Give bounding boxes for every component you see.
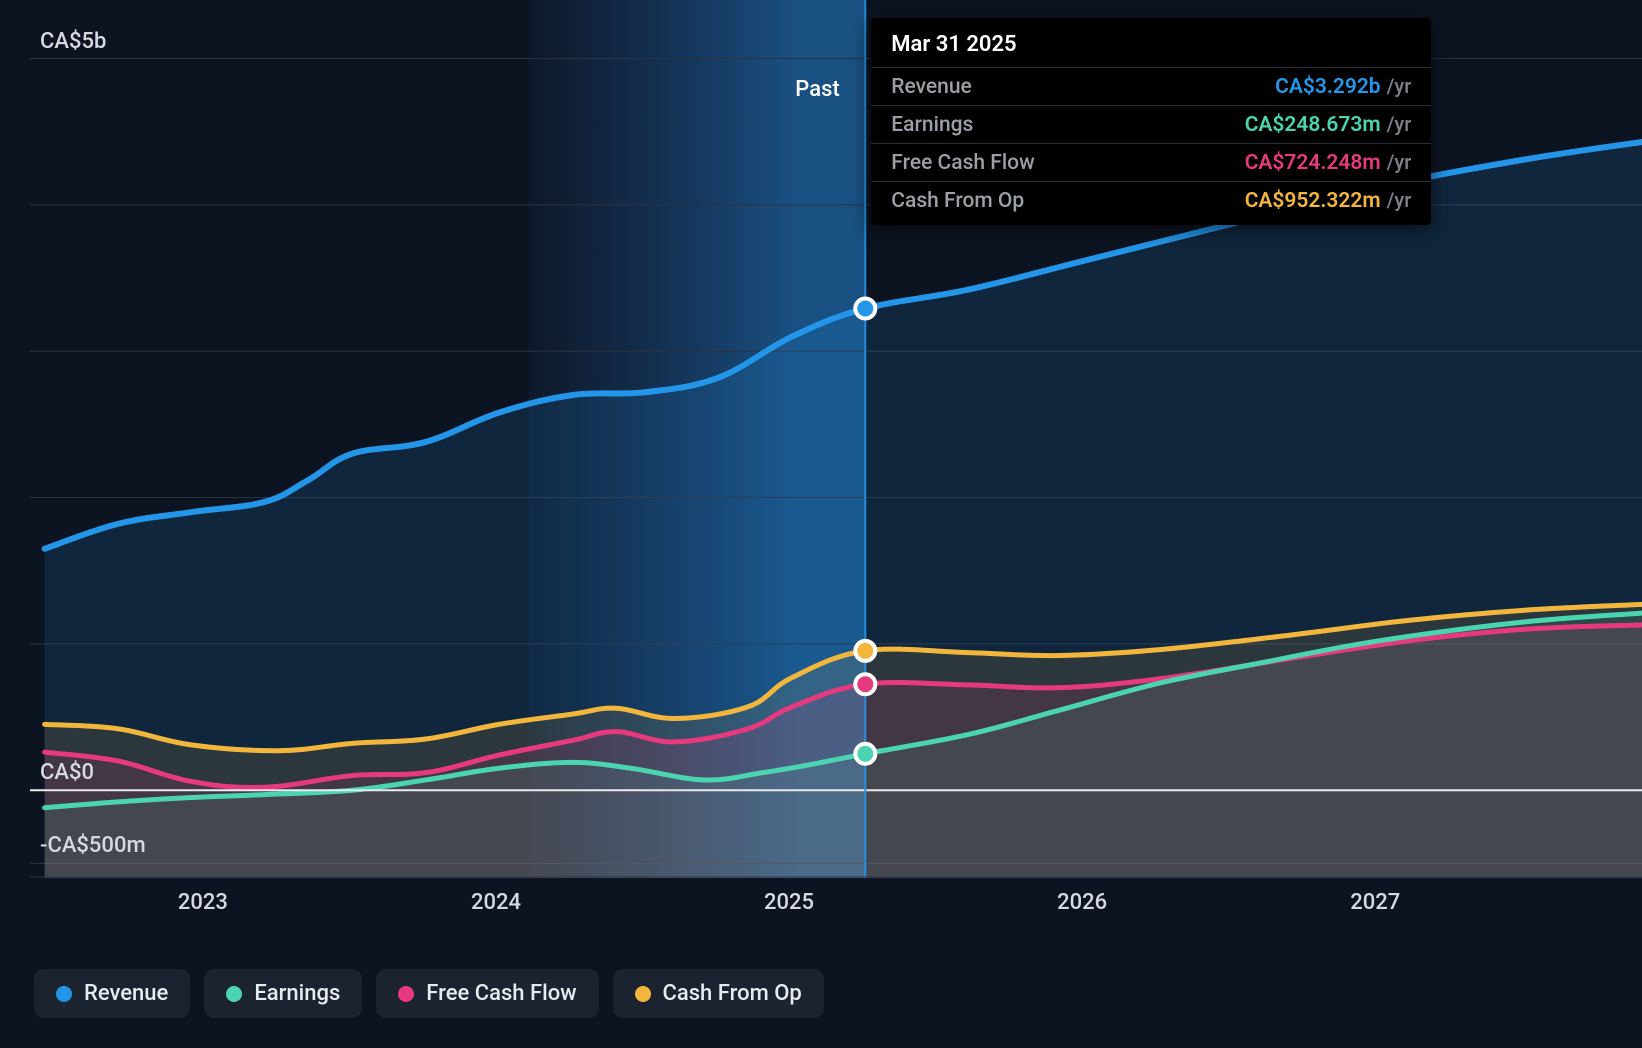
- tooltip-row-label: Free Cash Flow: [891, 151, 1034, 175]
- tooltip-row: Free Cash Flow CA$724.248m/yr: [871, 144, 1431, 182]
- tooltip-row-unit: /yr: [1387, 188, 1412, 212]
- legend-item-free-cash-flow[interactable]: Free Cash Flow: [376, 969, 598, 1018]
- legend-dot-icon: [226, 986, 242, 1002]
- legend-item-earnings[interactable]: Earnings: [204, 969, 362, 1018]
- tooltip-row: Cash From Op CA$952.322m/yr: [871, 182, 1431, 225]
- section-label-past: Past: [795, 77, 839, 102]
- tooltip-date: Mar 31 2025: [871, 32, 1431, 68]
- legend-dot-icon: [635, 986, 651, 1002]
- tooltip-row-label: Revenue: [891, 75, 971, 99]
- chart-container: CA$5b CA$0 -CA$500m 2023 2024 2025 2026 2027 P…: [0, 0, 1642, 1048]
- y-tick-label: CA$0: [40, 760, 94, 785]
- tooltip-row: Revenue CA$3.292b/yr: [871, 68, 1431, 106]
- tooltip-row-value: CA$248.673m: [1245, 113, 1381, 137]
- legend: Revenue Earnings Free Cash Flow Cash From O…: [34, 969, 824, 1018]
- tooltip-row-unit: /yr: [1387, 112, 1412, 136]
- x-tick-label: 2025: [764, 890, 814, 915]
- legend-item-cash-from-op[interactable]: Cash From Op: [613, 969, 824, 1018]
- legend-item-label: Free Cash Flow: [426, 981, 576, 1006]
- tooltip-row-unit: /yr: [1387, 150, 1412, 174]
- tooltip-row-value: CA$3.292b: [1275, 75, 1381, 99]
- legend-item-revenue[interactable]: Revenue: [34, 969, 190, 1018]
- x-tick-label: 2024: [471, 890, 521, 915]
- tooltip-row-label: Cash From Op: [891, 189, 1024, 213]
- x-tick-label: 2026: [1057, 890, 1107, 915]
- legend-dot-icon: [398, 986, 414, 1002]
- tooltip-row-value: CA$952.322m: [1245, 189, 1381, 213]
- x-tick-label: 2023: [178, 890, 228, 915]
- tooltip-row-label: Earnings: [891, 113, 973, 137]
- legend-item-label: Earnings: [254, 981, 340, 1006]
- hover-tooltip: Mar 31 2025 Revenue CA$3.292b/yr Earnings C…: [871, 18, 1431, 225]
- legend-dot-icon: [56, 986, 72, 1002]
- x-tick-label: 2027: [1350, 890, 1400, 915]
- tooltip-row: Earnings CA$248.673m/yr: [871, 106, 1431, 144]
- tooltip-row-value: CA$724.248m: [1245, 151, 1381, 175]
- y-tick-label: CA$5b: [40, 29, 106, 54]
- legend-item-label: Cash From Op: [663, 981, 802, 1006]
- y-tick-label: -CA$500m: [40, 833, 146, 858]
- legend-item-label: Revenue: [84, 981, 168, 1006]
- tooltip-row-unit: /yr: [1387, 74, 1412, 98]
